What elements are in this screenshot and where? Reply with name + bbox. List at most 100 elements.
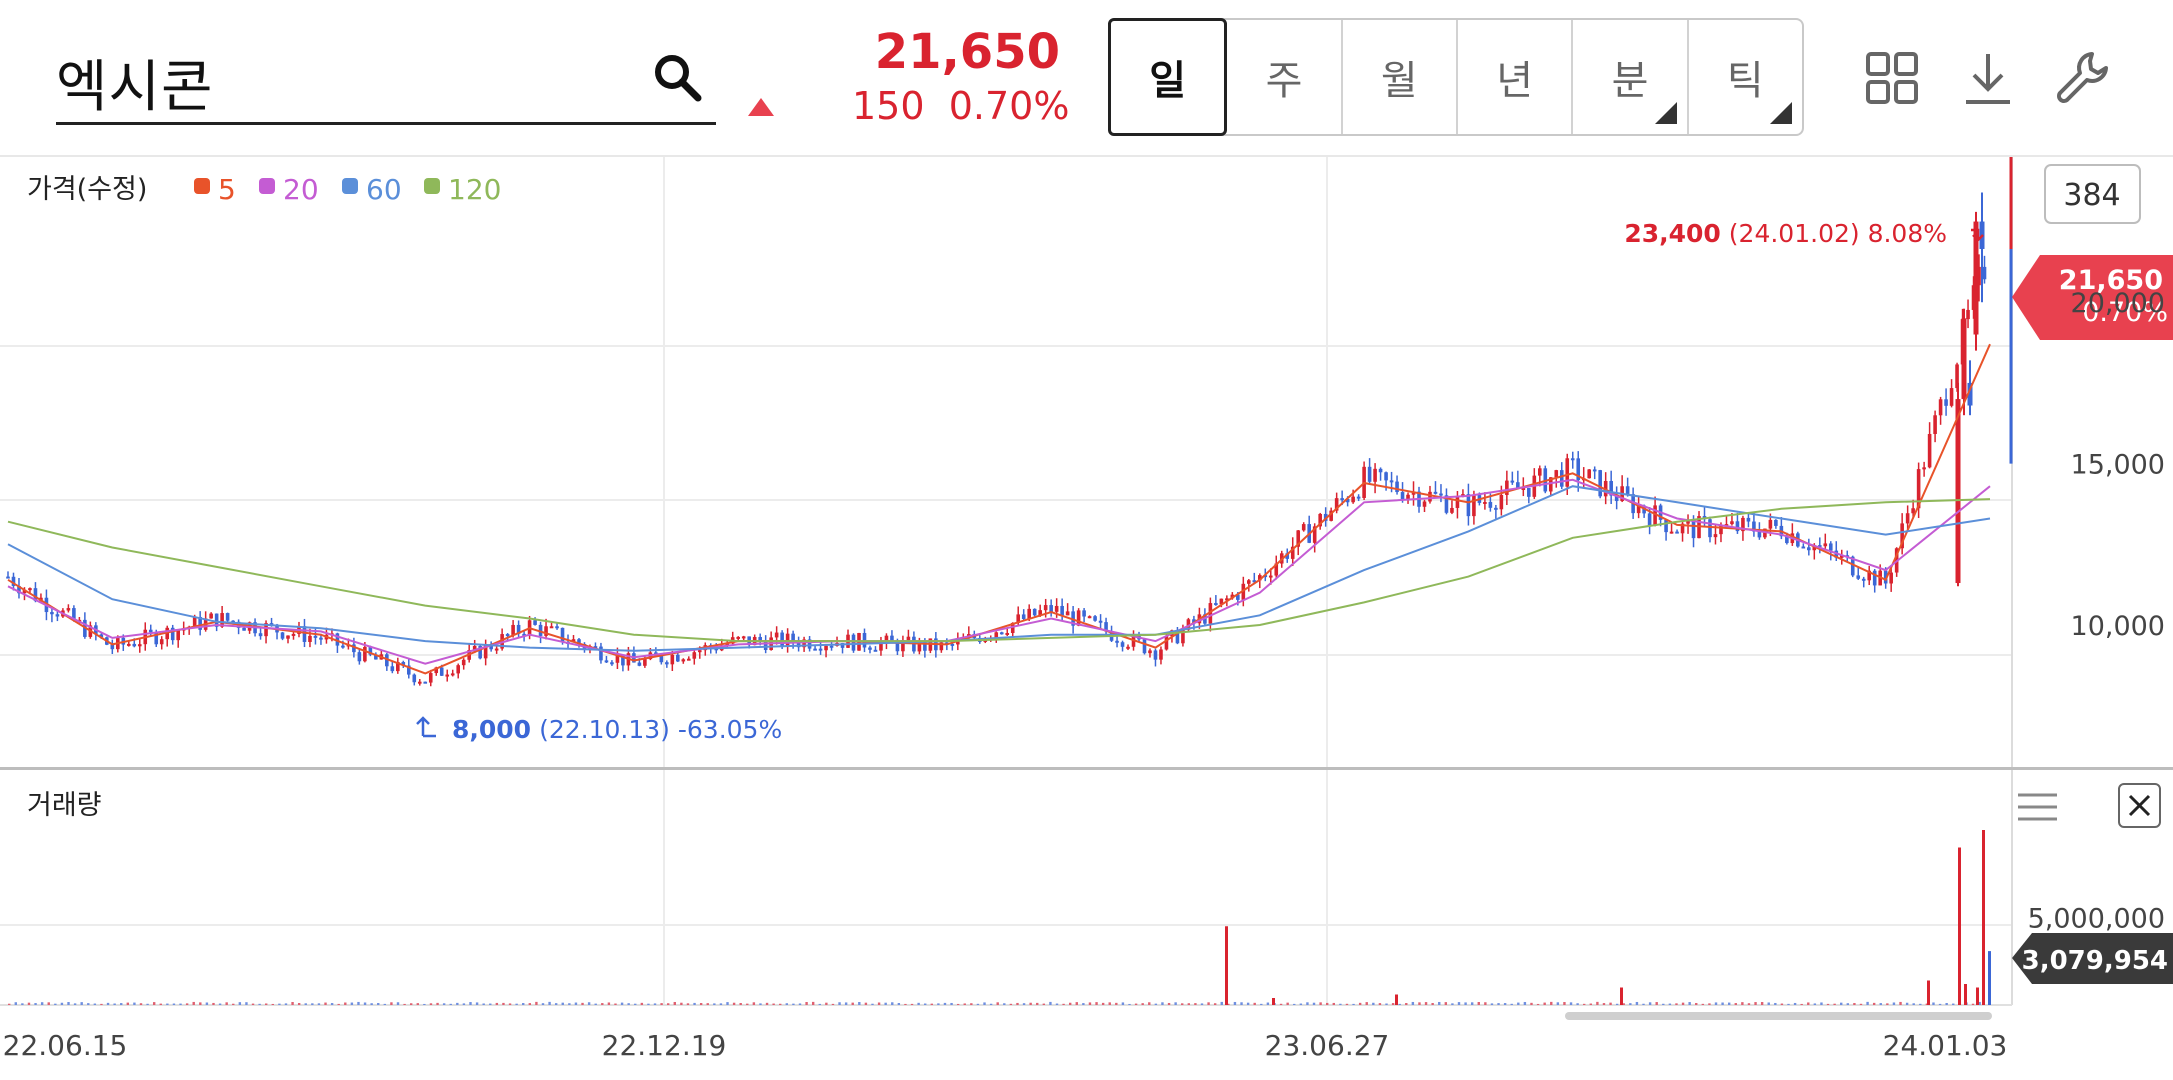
candle-body xyxy=(785,633,790,647)
volume-bar xyxy=(409,1003,413,1005)
grid-layout-icon[interactable] xyxy=(1862,48,1922,108)
candle-body xyxy=(1290,546,1295,559)
volume-bar xyxy=(1141,1003,1144,1005)
candle-body xyxy=(319,637,323,640)
low-marker-detail: (22.10.13) -63.05% xyxy=(539,715,782,744)
candle-body xyxy=(1686,520,1690,524)
volume-bar xyxy=(1174,1002,1177,1005)
volume-bar xyxy=(1299,1003,1303,1005)
candle-body xyxy=(1263,575,1268,578)
search-icon[interactable] xyxy=(652,52,702,102)
candle-body xyxy=(428,673,433,683)
candle-body xyxy=(1625,486,1630,495)
volume-bar xyxy=(574,1002,578,1005)
candle-body xyxy=(461,659,466,666)
candle-body xyxy=(681,659,686,662)
volume-bar xyxy=(416,1003,419,1005)
candle-body xyxy=(571,639,576,643)
volume-bar xyxy=(535,1001,538,1005)
volume-bar xyxy=(166,1003,169,1005)
candle-body xyxy=(1730,521,1734,525)
candle-body xyxy=(1400,492,1405,501)
price-change: 150 0.70% xyxy=(852,84,1069,128)
volume-bar xyxy=(1866,1001,1869,1005)
volume-bar xyxy=(1484,1002,1487,1005)
candle-body xyxy=(1296,530,1301,547)
volume-bar xyxy=(1879,1003,1882,1005)
volume-bar xyxy=(311,1003,314,1005)
volume-bar xyxy=(1602,1003,1606,1005)
volume-bar xyxy=(1332,1002,1335,1005)
volume-bar xyxy=(67,1002,70,1005)
candle-body xyxy=(148,629,153,633)
tab-yearly[interactable]: 년 xyxy=(1458,20,1574,134)
stock-search-box[interactable]: 엑시콘 xyxy=(56,30,716,125)
volume-bar xyxy=(73,1003,77,1005)
tab-weekly[interactable]: 주 xyxy=(1227,20,1343,134)
volume-bar xyxy=(106,1002,110,1005)
candle-body xyxy=(494,648,499,651)
candle-body xyxy=(1955,399,1961,584)
volume-bar xyxy=(251,1003,255,1005)
candle-body xyxy=(1439,493,1443,496)
candle-body xyxy=(511,624,515,635)
svg-text:8,000(22.10.13) -63.05%: 8,000 (22.10.13) -63.05% xyxy=(452,715,782,744)
candle-body xyxy=(895,641,900,652)
hamburger-menu-icon[interactable] xyxy=(2018,793,2057,821)
volume-bar xyxy=(1391,1003,1395,1005)
tab-daily[interactable]: 일 xyxy=(1108,18,1228,136)
volume-bar xyxy=(1701,1003,1705,1005)
volume-bar xyxy=(1260,1003,1263,1005)
volume-bar xyxy=(1912,1003,1915,1005)
candle-body xyxy=(1664,519,1668,533)
candle-body xyxy=(1214,603,1218,606)
candle-body xyxy=(1060,605,1064,616)
horizontal-scrollbar[interactable] xyxy=(1565,1012,1992,1020)
volume-bar xyxy=(1681,1002,1685,1005)
volume-bar xyxy=(1826,1003,1830,1005)
volume-bar xyxy=(983,1002,986,1005)
volume-bar xyxy=(284,1003,288,1005)
candle-body xyxy=(1356,496,1361,499)
tab-tick[interactable]: 틱 xyxy=(1689,20,1802,134)
stock-name[interactable]: 엑시콘 xyxy=(56,55,214,120)
candle-body xyxy=(335,633,340,646)
period-tabs: 일 주 월 년 분 틱 xyxy=(1108,18,1804,136)
volume-bar xyxy=(1695,1002,1698,1005)
candle-body xyxy=(906,636,911,641)
candle-body xyxy=(1614,495,1619,502)
download-icon[interactable] xyxy=(1958,48,2018,108)
volume-bar xyxy=(956,1003,960,1005)
price-volume-chart[interactable]: 가격(수정) 5 20 60 120 거래량 384 23,400 (24.01.… xyxy=(0,157,2173,1080)
volume-bar xyxy=(1431,1002,1434,1005)
wrench-icon[interactable] xyxy=(2052,48,2112,108)
tab-minute[interactable]: 분 xyxy=(1573,20,1689,134)
candle-body xyxy=(577,639,581,645)
candle-body xyxy=(368,646,373,655)
volume-bar xyxy=(436,1002,439,1005)
candle-body xyxy=(1472,495,1476,517)
candle-body xyxy=(1433,491,1438,494)
candle-count-badge[interactable] xyxy=(2044,164,2141,224)
volume-bar xyxy=(87,1003,90,1005)
volume-bar xyxy=(14,1002,17,1005)
volume-bar xyxy=(377,1003,380,1005)
tab-monthly[interactable]: 월 xyxy=(1343,20,1458,134)
candle-body xyxy=(1933,415,1937,434)
ma-legend[interactable]: 5 20 60 120 xyxy=(194,173,501,206)
volume-bar xyxy=(1246,1002,1250,1005)
candle-body xyxy=(374,654,378,660)
panel-divider[interactable] xyxy=(0,767,2173,770)
volume-bar xyxy=(950,1002,953,1005)
volume-bar xyxy=(522,1003,525,1005)
candle-body xyxy=(99,634,104,638)
current-volume-tag: 3,079,954 xyxy=(2012,933,2173,984)
volume-bar xyxy=(1444,1002,1448,1005)
close-icon[interactable] xyxy=(2118,783,2161,828)
candle-body xyxy=(1043,605,1048,611)
volume-bar xyxy=(1635,1001,1639,1005)
candle-body xyxy=(676,654,680,662)
candle-body xyxy=(390,666,395,672)
volume-bar xyxy=(1438,1001,1441,1005)
volume-bar xyxy=(1253,1002,1256,1005)
